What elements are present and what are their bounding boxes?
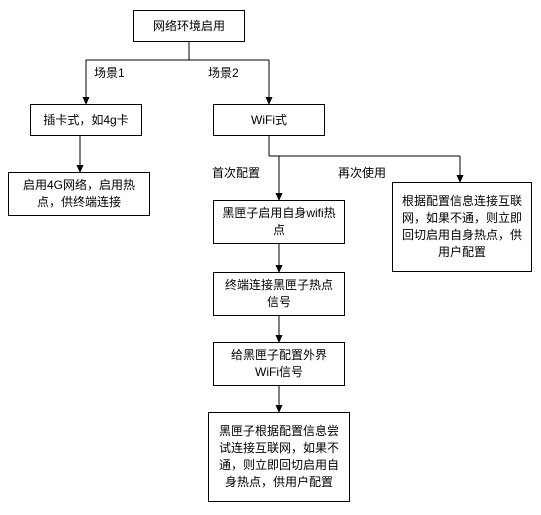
node-first4: 黑匣子根据配置信息尝试连接互联网，如果不通，则立即回切启用自身热点，供用户配置	[208, 412, 350, 502]
node-reuse: 根据配置信息连接互联网，如果不通，则立即回切启用自身热点，供用户配置	[392, 182, 532, 272]
node-first2: 终端连接黑匣子热点信号	[213, 272, 345, 316]
edge-label-reuse: 再次使用	[338, 164, 386, 181]
node-first3: 给黑匣子配置外界WiFi信号	[213, 342, 345, 386]
node-root: 网络环境启用	[133, 10, 245, 42]
node-wifi: WiFi式	[213, 104, 325, 136]
edge-label-first: 首次配置	[212, 164, 260, 181]
edge-label-scene1: 场景1	[94, 64, 125, 81]
node-sim: 插卡式，如4g卡	[30, 104, 142, 136]
edge-label-scene2: 场景2	[208, 64, 239, 81]
node-sim4g: 启用4G网络，启用热点，供终端连接	[8, 172, 150, 216]
node-first1: 黑匣子启用自身wifi热点	[213, 200, 345, 244]
